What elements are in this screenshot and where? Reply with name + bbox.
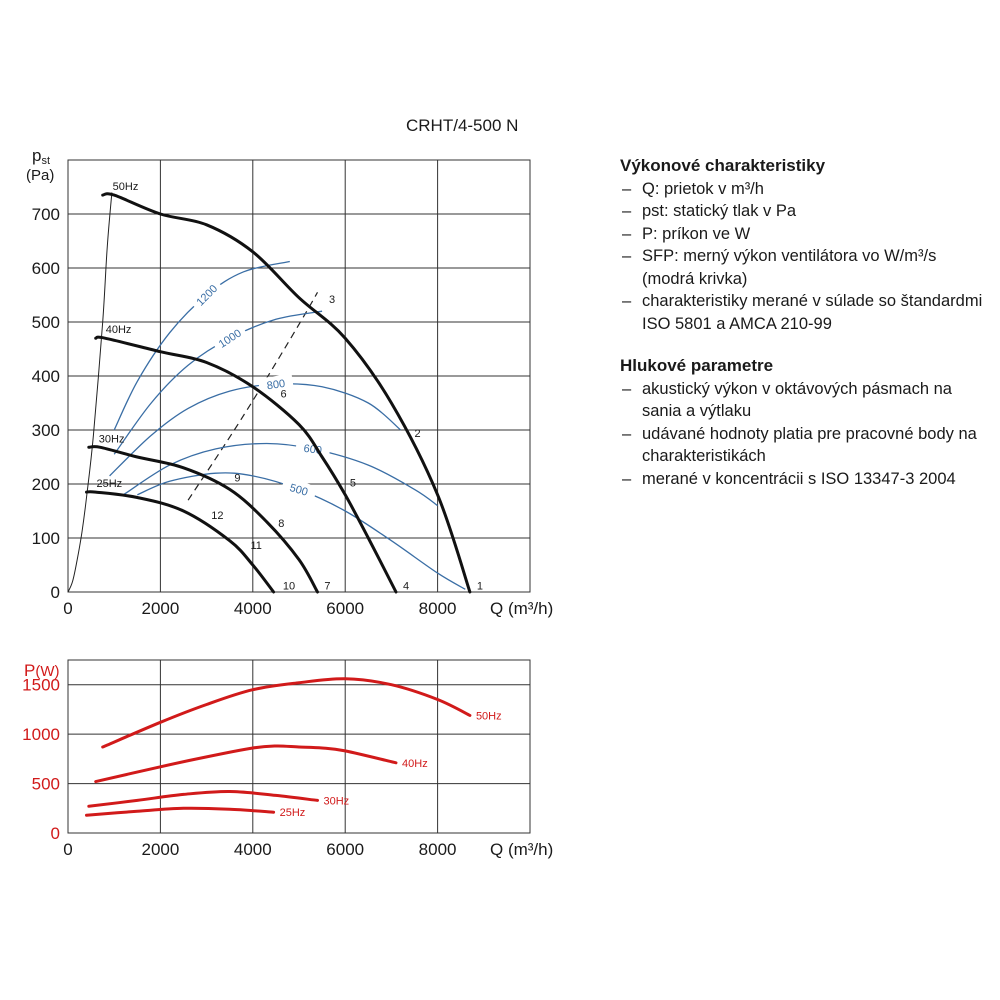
pressure-y-tick-label: 100 — [32, 529, 60, 548]
power-series-label: 40Hz — [402, 758, 428, 770]
pressure-curve-40Hz — [94, 335, 398, 594]
sfp-label-bg — [211, 322, 248, 353]
operating-point-label: 1 — [477, 580, 483, 592]
power-x-tick-label: 8000 — [419, 840, 457, 859]
power-x-axis-label: Q (m³/h) — [490, 840, 553, 859]
operating-point-label: 3 — [329, 294, 335, 306]
power-y-axis-label: P(W) — [24, 661, 60, 680]
performance-item: Q: prietok v m³/h — [620, 178, 990, 201]
power-frame — [67, 659, 531, 834]
noise-item: udávané hodnoty platia pre pracovné body… — [620, 423, 990, 468]
power-y-tick-label: 1500 — [22, 676, 60, 695]
noise-list: akustický výkon v oktávových pásmach na … — [620, 378, 990, 491]
pressure-x-tick-label: 6000 — [326, 599, 364, 618]
power-y-tick-label: 500 — [32, 775, 60, 794]
operating-point-label: 5 — [350, 478, 356, 490]
pressure-y-tick-label: 0 — [51, 583, 60, 602]
pressure-y-axis-label: pst — [32, 146, 50, 167]
power-x-tick-label: 2000 — [141, 840, 179, 859]
operating-point-label: 4 — [403, 580, 409, 592]
sfp-curve-label: 500 — [288, 482, 309, 499]
operating-point-label: 6 — [281, 389, 287, 401]
pressure-curve-50Hz — [101, 192, 472, 594]
power-curve-40Hz — [94, 744, 398, 784]
power-series-label: 25Hz — [280, 807, 306, 819]
performance-item: P: príkon ve W — [620, 223, 990, 246]
pressure-y-tick-label: 700 — [32, 205, 60, 224]
system-curve-solid — [67, 192, 113, 593]
noise-item: merané v koncentrácii s ISO 13347-3 2004 — [620, 468, 990, 491]
sfp-curve-1000 — [113, 310, 323, 455]
pressure-curve-25Hz — [85, 490, 276, 594]
power-y-tick-label: 0 — [51, 824, 60, 843]
operating-point-label: 10 — [283, 580, 295, 592]
sfp-curve-label: 800 — [266, 378, 286, 393]
performance-item: SFP: merný výkon ventilátora vo W/m³/s (… — [620, 245, 990, 290]
pressure-x-tick-label: 8000 — [419, 599, 457, 618]
power-x-tick-label: 4000 — [234, 840, 272, 859]
operating-point-label: 2 — [415, 428, 421, 440]
noise-heading: Hlukové parametre — [620, 356, 774, 375]
pressure-y-tick-label: 200 — [32, 475, 60, 494]
power-curve-25Hz — [85, 806, 276, 817]
operating-point-label: 11 — [250, 540, 261, 552]
info-panel: Výkonové charakteristiky Q: prietok v m³… — [620, 155, 990, 510]
pressure-y-tick-label: 300 — [32, 421, 60, 440]
operating-point-label: 7 — [324, 580, 330, 592]
sfp-label-bg — [188, 277, 223, 312]
pressure-series-label: 25Hz — [96, 478, 122, 490]
power-x-tick-label: 6000 — [326, 840, 364, 859]
power-series-label: 30Hz — [323, 795, 349, 807]
pressure-series-label: 50Hz — [113, 181, 139, 193]
performance-item: pst: statický tlak v Pa — [620, 200, 990, 223]
system-curve-dashed — [187, 292, 319, 501]
pressure-x-tick-label: 2000 — [141, 599, 179, 618]
power-series-label: 50Hz — [476, 710, 502, 722]
pressure-y-tick-label: 500 — [32, 313, 60, 332]
sfp-label-bg — [257, 373, 294, 393]
performance-list: Q: prietok v m³/h pst: statický tlak v P… — [620, 178, 990, 336]
pressure-curve-30Hz — [87, 445, 319, 594]
power-x-tick-label: 0 — [63, 840, 72, 859]
power-curve-30Hz — [87, 789, 319, 808]
performance-heading: Výkonové charakteristiky — [620, 156, 826, 175]
pressure-y-axis-unit: (Pa) — [26, 167, 54, 184]
noise-item: akustický výkon v oktávových pásmach na … — [620, 378, 990, 423]
pressure-series-label: 40Hz — [106, 324, 132, 336]
performance-item: charakteristiky merané v súlade so štand… — [620, 290, 990, 335]
chart-model-title: CRHT/4-500 N — [406, 116, 519, 135]
power-curve-50Hz — [101, 677, 472, 749]
pressure-series-label: 30Hz — [99, 433, 125, 445]
operating-point-label: 9 — [234, 472, 240, 484]
sfp-label-bg — [280, 476, 318, 500]
pressure-x-axis-label: Q (m³/h) — [490, 599, 553, 618]
sfp-curve-label: 600 — [303, 443, 323, 457]
pressure-y-tick-label: 600 — [32, 259, 60, 278]
pressure-x-tick-label: 0 — [63, 599, 72, 618]
power-y-tick-label: 1000 — [22, 725, 60, 744]
sfp-curve-1200 — [113, 260, 290, 431]
operating-point-label: 12 — [211, 510, 223, 522]
pressure-x-tick-label: 4000 — [234, 599, 272, 618]
pressure-y-tick-label: 400 — [32, 367, 60, 386]
operating-point-label: 8 — [278, 518, 284, 530]
sfp-curve-600 — [123, 442, 438, 507]
sfp-label-bg — [295, 438, 331, 457]
